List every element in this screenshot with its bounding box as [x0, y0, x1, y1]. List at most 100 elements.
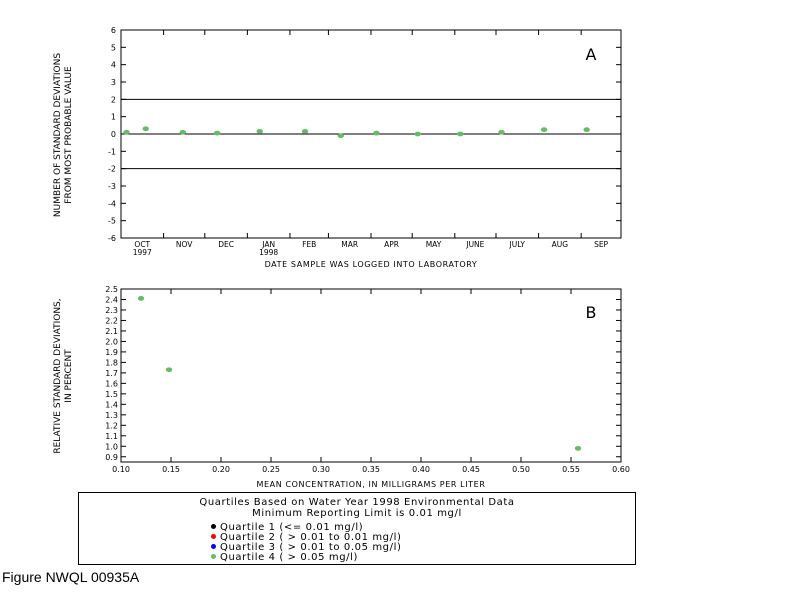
legend-label-quartile-4: Quartile 4 ( > 0.05 mg/l): [220, 552, 359, 563]
y-tick-label-b-6: 1.5: [105, 390, 118, 399]
panel-label-b: B: [586, 303, 597, 322]
legend-box: Quartiles Based on Water Year 1998 Envir…: [78, 492, 636, 565]
data-point-a-0: [123, 129, 130, 135]
x-tick-label-b-7: 0.45: [462, 465, 480, 474]
legend-marker-quartile-1: [211, 523, 216, 529]
legend-label-quartile-2: Quartile 2 ( > 0.01 to 0.01 mg/l): [220, 532, 402, 543]
y-tick-label-b-15: 2.4: [105, 295, 118, 304]
data-point-a-10: [498, 129, 505, 135]
x-tick-label-b-5: 0.35: [362, 465, 380, 474]
month-label-oct: OCT: [134, 240, 150, 249]
month-label-sep: SEP: [594, 240, 608, 249]
legend-marker-quartile-2: [211, 533, 216, 539]
data-point-a-5: [301, 129, 309, 134]
y-axis-label-a-line2: FROM MOST PROBABLE VALUE: [64, 66, 74, 204]
chart-panel-a: -6 -5 -4 -3 -2 -1 0 1 2 3 4 5 6 OCT NOV DEC JAN FEB MAR APR…: [53, 26, 622, 269]
month-label-july: JULY: [509, 240, 526, 249]
x-tick-label-b-1: 0.15: [162, 465, 180, 474]
month-label-mar: MAR: [341, 240, 358, 249]
data-point-b-0: [137, 296, 145, 301]
data-point-a-11: [540, 127, 548, 133]
data-point-a-2: [179, 129, 187, 135]
legend-item-quartile-1: Quartile 1 (<= 0.01 mg/l): [211, 523, 401, 533]
y-tick-label-a-7: 1: [111, 113, 116, 122]
data-point-b-1: [165, 367, 173, 373]
data-point-a-9: [457, 131, 464, 137]
year-label-0: 1997: [133, 248, 152, 257]
x-tick-label-b-6: 0.40: [412, 465, 430, 474]
data-point-a-7: [373, 130, 380, 136]
y-tick-label-b-12: 2.1: [105, 327, 118, 336]
legend-item-quartile-2: Quartile 2 ( > 0.01 to 0.01 mg/l): [211, 533, 401, 543]
y-axis-label-b-line1: RELATIVE STANDARD DEVIATIONS,: [53, 298, 63, 453]
y-tick-label-b-7: 1.6: [105, 379, 118, 388]
month-label-nov: NOV: [176, 240, 193, 249]
y-tick-label-b-9: 1.8: [105, 358, 118, 367]
data-point-a-1: [142, 126, 149, 132]
y-tick-label-a-8: 2: [111, 95, 116, 104]
y-axis-label-a-line1: NUMBER OF STANDARD DEVIATIONS: [53, 53, 63, 217]
month-label-feb: FEB: [302, 240, 316, 249]
year-label-1: 1998: [259, 248, 278, 257]
chart-panel-b: 0.9 1.01.1 1.21.3 1.41.5 1.61.7 1.81.9 2.02.1 2…: [53, 285, 630, 489]
y-tick-label-b-2: 1.1: [105, 432, 118, 441]
panel-label-a: A: [586, 45, 597, 64]
legend-title-line1: Quartiles Based on Water Year 1998 Envir…: [199, 497, 515, 508]
legend-title-line2: Minimum Reporting Limit is 0.01 mg/l: [252, 508, 462, 519]
legend-marker-quartile-3: [211, 543, 216, 549]
data-point-a-8: [414, 131, 421, 137]
x-tick-label-b-9: 0.55: [562, 465, 580, 474]
y-tick-label-b-10: 1.9: [105, 348, 118, 357]
x-tick-label-b-10: 0.60: [612, 465, 630, 474]
data-point-b-2: [574, 445, 582, 451]
y-tick-label-a-0: -6: [108, 234, 116, 243]
y-tick-label-a-12: 6: [111, 26, 116, 35]
y-tick-label-b-14: 2.3: [105, 306, 118, 315]
x-tick-label-b-0: 0.10: [112, 465, 130, 474]
x-tick-label-b-3: 0.25: [262, 465, 280, 474]
legend-item-quartile-3: Quartile 3 ( > 0.01 to 0.05 mg/l): [211, 543, 401, 553]
y-tick-label-a-1: -5: [108, 217, 116, 226]
legend-label-quartile-1: Quartile 1 (<= 0.01 mg/l): [220, 522, 364, 533]
legend-items: Quartile 1 (<= 0.01 mg/l) Quartile 2 ( >…: [211, 523, 401, 563]
y-tick-label-a-10: 4: [111, 61, 116, 70]
data-point-a-6: [337, 133, 344, 139]
legend-item-quartile-4: Quartile 4 ( > 0.05 mg/l): [211, 553, 401, 563]
y-tick-label-a-6: 0: [111, 130, 116, 139]
legend-label-quartile-3: Quartile 3 ( > 0.01 to 0.05 mg/l): [220, 542, 402, 553]
month-label-apr: APR: [384, 240, 399, 249]
y-tick-label-a-2: -4: [108, 199, 116, 208]
x-tick-label-b-4: 0.30: [312, 465, 330, 474]
x-tick-label-b-2: 0.20: [212, 465, 230, 474]
y-tick-label-b-3: 1.2: [105, 421, 118, 430]
y-tick-label-b-11: 2.0: [105, 337, 118, 346]
y-tick-label-b-1: 1.0: [105, 442, 118, 451]
plot-frame-b: [120, 288, 622, 463]
y-axis-label-b-line2: IN PERCENT: [64, 349, 74, 403]
x-axis-label-a: DATE SAMPLE WAS LOGGED INTO LABORATORY: [265, 260, 478, 269]
y-tick-label-b-13: 2.2: [105, 316, 118, 325]
x-axis-label-b: MEAN CONCENTRATION, IN MILLIGRAMS PER LI…: [257, 480, 486, 489]
y-tick-label-b-5: 1.4: [105, 400, 118, 409]
x-tick-label-b-8: 0.50: [512, 465, 530, 474]
y-tick-label-b-16: 2.5: [105, 285, 118, 294]
figure-caption: Figure NWQL 00935A: [2, 569, 140, 585]
month-label-jan: JAN: [261, 240, 275, 249]
month-label-june: JUNE: [465, 240, 484, 249]
month-label-may: MAY: [426, 240, 442, 249]
legend-marker-quartile-4: [211, 553, 216, 559]
data-point-a-12: [583, 127, 590, 133]
month-label-dec: DEC: [218, 240, 234, 249]
y-tick-label-b-8: 1.7: [105, 369, 118, 378]
month-label-aug: AUG: [552, 240, 569, 249]
y-tick-label-a-9: 3: [111, 78, 116, 87]
y-tick-label-b-0: 0.9: [105, 453, 118, 462]
y-tick-label-a-3: -3: [108, 182, 116, 191]
y-tick-label-a-4: -2: [108, 165, 116, 174]
data-point-a-3: [213, 130, 221, 136]
y-tick-label-a-11: 5: [111, 43, 116, 52]
y-tick-label-a-5: -1: [108, 147, 116, 156]
data-point-a-4: [256, 129, 263, 134]
y-tick-label-b-4: 1.3: [105, 411, 118, 420]
